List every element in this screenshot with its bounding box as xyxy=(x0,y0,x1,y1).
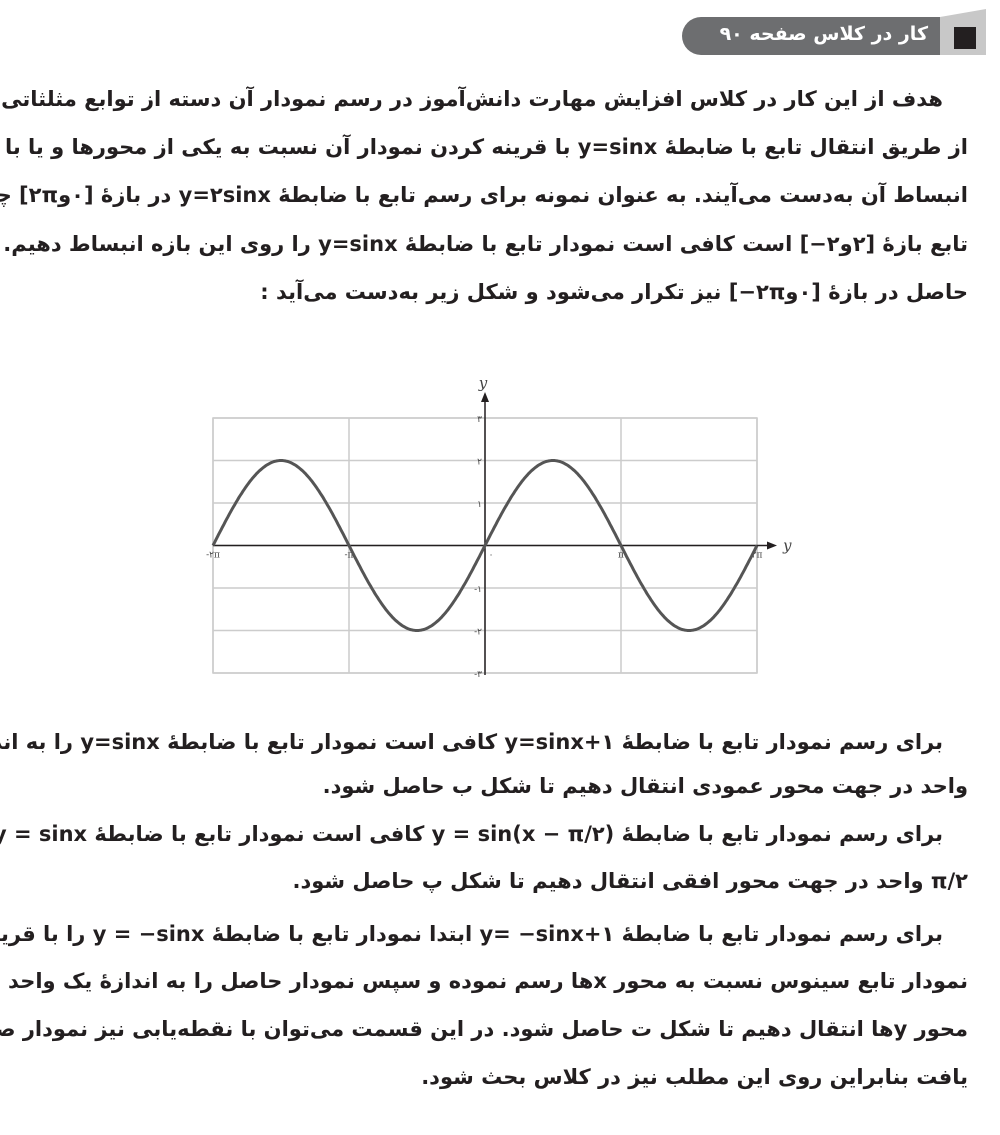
x-tick-label: -π xyxy=(345,551,354,561)
x-tick-label: π xyxy=(618,551,624,561)
text-line: برای رسم نمودار تابع با ضابطهٔ ⁦y= −sinx… xyxy=(0,922,943,946)
y-tick-label: ۱ xyxy=(477,500,482,510)
y-axis-arrow-icon xyxy=(481,392,489,402)
sine-curve xyxy=(211,459,759,632)
text-line: انبساط آن به‌دست می‌آیند. به عنوان نمونه… xyxy=(0,183,968,207)
square-bullet-icon xyxy=(954,27,976,49)
text-line: هدف از این کار در کلاس افزایش مهارت دانش… xyxy=(0,87,943,111)
section-marker xyxy=(940,17,986,55)
y-tick-label: -۲ xyxy=(474,628,482,638)
y-axis-label: y xyxy=(478,374,488,392)
text-line: نمودار تابع سینوس نسبت به محور xها رسم ن… xyxy=(0,969,968,993)
x-tick-label: -۲π xyxy=(206,551,220,561)
text-line: از طریق انتقال تابع با ضابطهٔ ⁦y=sinx⁩ ب… xyxy=(0,135,968,159)
section-title-pill: کار در کلاس صفحه ۹۰ xyxy=(682,17,942,55)
x-tick-label: ۰ xyxy=(489,551,494,561)
x-axis-label: y xyxy=(782,537,792,555)
text-line: برای رسم نمودار تابع با ضابطهٔ ⁦y=sinx+۱… xyxy=(0,730,943,754)
x-tick-label: ۲π xyxy=(752,551,763,561)
y-tick-label: ۲ xyxy=(477,458,482,468)
text-line: برای رسم نمودار تابع با ضابطهٔ ⁦y = sin(… xyxy=(0,822,943,846)
text-line: تابع بازهٔ [۲و۲−] است کافی است نمودار تا… xyxy=(0,232,968,256)
y-tick-label: -۱ xyxy=(474,585,482,595)
text-line: حاصل در بازهٔ [۰و۲π−] نیز تکرار می‌شود و… xyxy=(260,280,968,304)
y-tick-label: -۳ xyxy=(474,670,482,680)
section-header: کار در کلاس صفحه ۹۰ xyxy=(682,8,986,58)
text-line: محور yها انتقال دهیم تا شکل ت حاصل شود. … xyxy=(0,1017,968,1041)
text-line: واحد در جهت محور عمودی انتقال دهیم تا شک… xyxy=(322,774,968,798)
y-tick-label: ۳ xyxy=(477,415,482,425)
text-line: یافت بنابراین روی این مطلب نیز در کلاس ب… xyxy=(421,1065,968,1089)
text-line: ⁦π/۲⁩ واحد در جهت محور افقی انتقال دهیم … xyxy=(292,869,968,893)
x-axis-arrow-icon xyxy=(767,541,777,550)
section-title: کار در کلاس صفحه ۹۰ xyxy=(719,23,928,45)
